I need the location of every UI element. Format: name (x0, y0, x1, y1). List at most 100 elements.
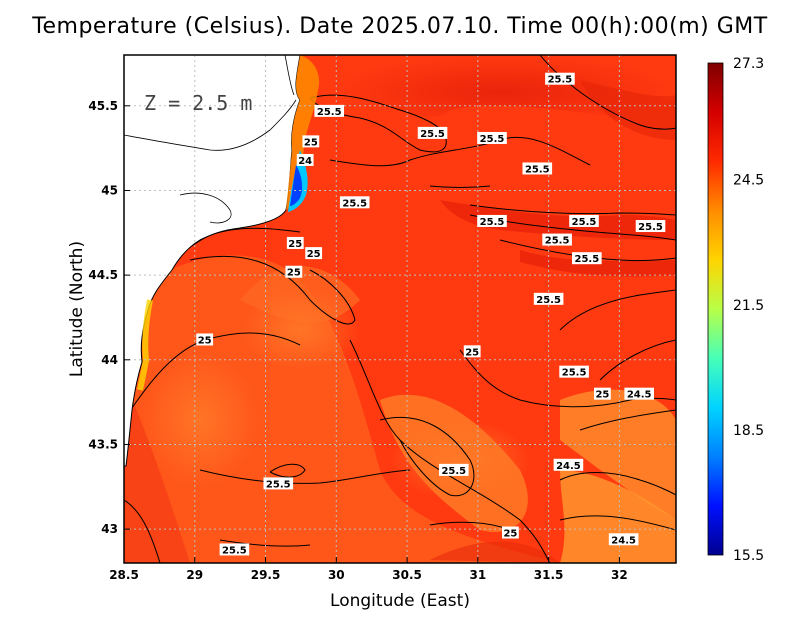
contour-label: 25.5 (542, 233, 572, 247)
contour-label-text: 25.5 (525, 164, 550, 175)
contour-label: 25.5 (559, 365, 589, 379)
land-detail-lines (124, 55, 297, 224)
contour-label-text: 24.5 (611, 535, 636, 546)
y-tick-label: 45.5 (88, 99, 118, 113)
contour-label-text: 24 (298, 156, 312, 167)
colorbar-tick-label: 18.5 (733, 423, 764, 439)
contour-label: 25.5 (477, 131, 507, 145)
contour-label-text: 25 (198, 335, 212, 346)
contour-label: 24.5 (553, 458, 584, 472)
contour-label-box (302, 135, 320, 148)
contour-label: 24 (296, 153, 314, 167)
graticule (124, 55, 676, 563)
x-tick-label: 29.5 (251, 568, 281, 582)
contour-label-box (285, 265, 303, 278)
contour-label: 25 (196, 333, 214, 346)
y-axis-label: Latitude (North) (67, 241, 87, 377)
contour-label-box (502, 526, 519, 539)
contour-label: 24.5 (624, 387, 654, 401)
contour-label-text: 25.5 (441, 466, 466, 477)
contour-label-text: 24.5 (627, 390, 652, 401)
contour-label-box (314, 104, 345, 117)
contour-label-text: 25.5 (548, 75, 573, 86)
contour-label: 25.5 (263, 477, 294, 490)
contour-label-box (522, 162, 553, 175)
contour-label: 25.5 (314, 104, 345, 118)
contour-label-text: 25.5 (572, 217, 597, 228)
y-tick-label: 44.5 (88, 268, 118, 282)
contour-label: 25.5 (572, 252, 602, 265)
contour-label: 25.5 (522, 162, 553, 175)
y-tick-label: 43 (101, 522, 118, 536)
y-tick-label: 45 (101, 183, 118, 197)
contour-label-box (196, 333, 214, 346)
contour-label-text: 25.5 (480, 217, 505, 228)
x-tick-label: 32 (611, 568, 628, 582)
contour-label-text: 25 (595, 390, 609, 401)
contour-label-box (219, 543, 250, 556)
contour-label-text: 25.5 (480, 134, 505, 145)
contour-label-box (286, 236, 304, 249)
contour-label: 25.5 (417, 126, 448, 140)
contour-label-box (339, 196, 370, 209)
contour-label-box (594, 387, 611, 400)
contour-label-text: 25 (307, 249, 321, 260)
contour-label-box (296, 153, 314, 166)
contour-label-box (438, 463, 469, 476)
x-axis-ticks: 28.5 29 29.5 30 30.5 31 31.5 32 (109, 557, 628, 582)
contour-labels: 25.525.5 25.525.525.525.525.5 25.525.525.5… (196, 72, 666, 556)
contour-label-box (559, 365, 589, 378)
contour-label: 25 (302, 135, 320, 148)
contour-label: 25.5 (533, 292, 564, 306)
y-axis-ticks: 45.5 45 44.5 44 43.5 43 (88, 99, 130, 536)
contour-label-text: 25.5 (420, 129, 445, 140)
contour-label-text: 25 (304, 137, 318, 148)
contour-label-box (477, 131, 507, 144)
x-tick-label: 31 (469, 568, 486, 582)
contour-label-box (533, 292, 564, 305)
y-tick-label: 43.5 (88, 437, 118, 451)
colorbar-tick-label: 21.5 (733, 298, 764, 314)
contour-label-text: 25 (288, 239, 302, 250)
contour-label-box (569, 214, 599, 227)
contour-label-box (545, 72, 575, 85)
contour-label-box (542, 233, 572, 246)
contour-label: 25 (285, 265, 303, 279)
contour-label-box (608, 533, 639, 546)
contour-label-box (635, 220, 666, 233)
contour-label-box (477, 214, 507, 227)
contour-label-text: 25.5 (222, 545, 247, 556)
x-tick-label: 28.5 (109, 568, 139, 582)
depth-label: Z = 2.5 m (144, 91, 252, 115)
contour-label: 25 (305, 247, 323, 260)
x-axis-label: Longitude (East) (330, 591, 470, 611)
contour-label-text: 25.5 (562, 368, 587, 379)
contour-label-box (417, 126, 448, 139)
contour-label: 24.5 (608, 533, 639, 546)
colorbar-tick-label: 27.3 (733, 56, 764, 72)
contour-label-text: 25 (465, 347, 479, 358)
contour-label: 25.5 (438, 463, 469, 477)
contour-label-text: 25 (503, 529, 517, 540)
contour-label-text: 25.5 (545, 236, 570, 247)
contour-label: 25 (286, 236, 304, 250)
contour-label-box (263, 477, 294, 490)
contour-label: 25.5 (545, 72, 575, 86)
contour-label: 25.5 (339, 196, 370, 209)
contour-label-text: 25.5 (574, 254, 599, 265)
map-title: Temperature (Celsius). Date 2025.07.10. … (32, 14, 768, 39)
contour-label: 25.5 (635, 220, 666, 233)
contour-label-text: 25.5 (638, 222, 663, 233)
x-tick-label: 31.5 (534, 568, 564, 582)
x-tick-label: 29 (186, 568, 203, 582)
x-tick-label: 30.5 (392, 568, 422, 582)
contour-label-box (305, 247, 323, 260)
contour-label-box (572, 252, 602, 265)
contour-label-box (463, 345, 481, 358)
contour-label-text: 25.5 (317, 107, 342, 118)
colorbar-tick-label: 24.5 (733, 173, 764, 189)
contour-label-text: 25.5 (266, 479, 291, 490)
contour-label-text: 25 (287, 268, 301, 279)
sea-surface-field (124, 55, 676, 563)
